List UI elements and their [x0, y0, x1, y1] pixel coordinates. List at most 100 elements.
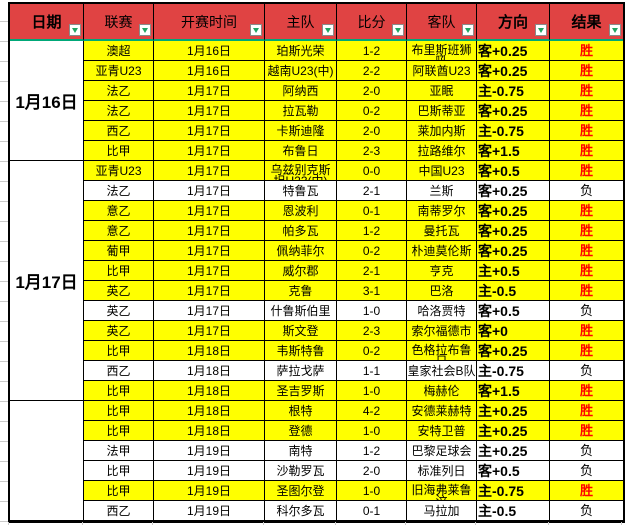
- cell-result[interactable]: 胜: [550, 481, 623, 501]
- cell-direction[interactable]: 主+0.25: [477, 441, 550, 461]
- cell-time[interactable]: 1月17日: [154, 201, 265, 221]
- cell-league[interactable]: 英乙: [84, 281, 154, 301]
- cell-away[interactable]: 色格拉布鲁日: [407, 341, 477, 361]
- cell-result[interactable]: 胜: [550, 421, 623, 441]
- cell-away[interactable]: 安德莱赫特: [407, 401, 477, 421]
- cell-home[interactable]: 圣吉罗斯: [265, 381, 337, 401]
- header-score[interactable]: 比分: [337, 4, 407, 41]
- cell-time[interactable]: 1月17日: [154, 321, 265, 341]
- cell-home[interactable]: 根特: [265, 401, 337, 421]
- cell-direction[interactable]: 客+0.25: [477, 201, 550, 221]
- date-group-cell[interactable]: [10, 401, 84, 521]
- cell-home[interactable]: 布鲁日: [265, 141, 337, 161]
- cell-result[interactable]: 胜: [550, 41, 623, 61]
- cell-time[interactable]: 1月17日: [154, 301, 265, 321]
- cell-time[interactable]: 1月19日: [154, 501, 265, 521]
- cell-result[interactable]: 胜: [550, 221, 623, 241]
- cell-league[interactable]: 澳超: [84, 41, 154, 61]
- cell-time[interactable]: 1月16日: [154, 61, 265, 81]
- cell-result[interactable]: 胜: [550, 321, 623, 341]
- cell-score[interactable]: 2-3: [337, 321, 407, 341]
- cell-result[interactable]: 胜: [550, 61, 623, 81]
- cell-league[interactable]: 法甲: [84, 441, 154, 461]
- cell-league[interactable]: 亚青U23: [84, 161, 154, 181]
- cell-score[interactable]: 1-2: [337, 221, 407, 241]
- cell-score[interactable]: 1-0: [337, 421, 407, 441]
- cell-score[interactable]: 2-1: [337, 261, 407, 281]
- cell-direction[interactable]: 主-0.75: [477, 481, 550, 501]
- cell-score[interactable]: 1-1: [337, 361, 407, 381]
- cell-direction[interactable]: 客+0.25: [477, 341, 550, 361]
- cell-time[interactable]: 1月17日: [154, 141, 265, 161]
- cell-home[interactable]: 特鲁瓦: [265, 181, 337, 201]
- cell-result[interactable]: 负: [550, 361, 623, 381]
- cell-direction[interactable]: 主+0.5: [477, 261, 550, 281]
- cell-time[interactable]: 1月18日: [154, 401, 265, 421]
- cell-home[interactable]: 珀斯光荣: [265, 41, 337, 61]
- cell-time[interactable]: 1月19日: [154, 461, 265, 481]
- cell-score[interactable]: 2-1: [337, 181, 407, 201]
- cell-direction[interactable]: 主+0.25: [477, 401, 550, 421]
- cell-league[interactable]: 法乙: [84, 101, 154, 121]
- cell-away[interactable]: 巴黎足球会: [407, 441, 477, 461]
- cell-time[interactable]: 1月17日: [154, 261, 265, 281]
- filter-dropdown-button[interactable]: [462, 24, 474, 36]
- cell-result[interactable]: 负: [550, 441, 623, 461]
- cell-direction[interactable]: 客+0.5: [477, 301, 550, 321]
- cell-time[interactable]: 1月17日: [154, 101, 265, 121]
- cell-direction[interactable]: 客+0.25: [477, 41, 550, 61]
- cell-time[interactable]: 1月18日: [154, 361, 265, 381]
- cell-home[interactable]: 拉瓦勒: [265, 101, 337, 121]
- cell-score[interactable]: 0-2: [337, 341, 407, 361]
- cell-score[interactable]: 0-1: [337, 501, 407, 521]
- cell-home[interactable]: 韦斯特鲁: [265, 341, 337, 361]
- cell-result[interactable]: 胜: [550, 101, 623, 121]
- cell-result[interactable]: 胜: [550, 141, 623, 161]
- cell-score[interactable]: 1-2: [337, 41, 407, 61]
- cell-direction[interactable]: 主-0.5: [477, 281, 550, 301]
- cell-time[interactable]: 1月18日: [154, 421, 265, 441]
- cell-time[interactable]: 1月19日: [154, 441, 265, 461]
- cell-direction[interactable]: 客+1.5: [477, 141, 550, 161]
- cell-time[interactable]: 1月17日: [154, 161, 265, 181]
- cell-away[interactable]: 梅赫伦: [407, 381, 477, 401]
- filter-dropdown-button[interactable]: [322, 24, 334, 36]
- cell-home[interactable]: 乌兹别克斯坦U23(中): [265, 161, 337, 181]
- cell-direction[interactable]: 客+0.5: [477, 461, 550, 481]
- date-group-cell[interactable]: 1月17日: [10, 161, 84, 401]
- cell-league[interactable]: 比甲: [84, 341, 154, 361]
- cell-away[interactable]: 布里斯班狮吼: [407, 41, 477, 61]
- cell-league[interactable]: 比甲: [84, 141, 154, 161]
- cell-direction[interactable]: 主-0.5: [477, 501, 550, 521]
- header-direction[interactable]: 方向: [477, 4, 550, 41]
- cell-away[interactable]: 标准列日: [407, 461, 477, 481]
- cell-home[interactable]: 克鲁: [265, 281, 337, 301]
- cell-away[interactable]: 南蒂罗尔: [407, 201, 477, 221]
- cell-score[interactable]: 2-0: [337, 121, 407, 141]
- cell-league[interactable]: 葡甲: [84, 241, 154, 261]
- cell-time[interactable]: 1月19日: [154, 481, 265, 501]
- cell-away[interactable]: 曼托瓦: [407, 221, 477, 241]
- cell-score[interactable]: 2-0: [337, 81, 407, 101]
- cell-home[interactable]: 科尔多瓦: [265, 501, 337, 521]
- cell-direction[interactable]: 客+0.25: [477, 221, 550, 241]
- cell-score[interactable]: 4-2: [337, 401, 407, 421]
- cell-direction[interactable]: 主-0.75: [477, 81, 550, 101]
- cell-score[interactable]: 1-0: [337, 481, 407, 501]
- cell-result[interactable]: 负: [550, 301, 623, 321]
- cell-league[interactable]: 意乙: [84, 221, 154, 241]
- cell-away[interactable]: 巴斯蒂亚: [407, 101, 477, 121]
- cell-score[interactable]: 2-2: [337, 61, 407, 81]
- cell-away[interactable]: 阿联酋U23: [407, 61, 477, 81]
- cell-away[interactable]: 皇家社会B队: [407, 361, 477, 381]
- cell-home[interactable]: 帕多瓦: [265, 221, 337, 241]
- filter-dropdown-button[interactable]: [392, 24, 404, 36]
- cell-time[interactable]: 1月17日: [154, 221, 265, 241]
- header-result[interactable]: 结果: [550, 4, 623, 41]
- cell-away[interactable]: 莱加内斯: [407, 121, 477, 141]
- cell-time[interactable]: 1月17日: [154, 81, 265, 101]
- cell-home[interactable]: 佩纳菲尔: [265, 241, 337, 261]
- cell-league[interactable]: 西乙: [84, 361, 154, 381]
- cell-result[interactable]: 胜: [550, 81, 623, 101]
- cell-score[interactable]: 2-0: [337, 461, 407, 481]
